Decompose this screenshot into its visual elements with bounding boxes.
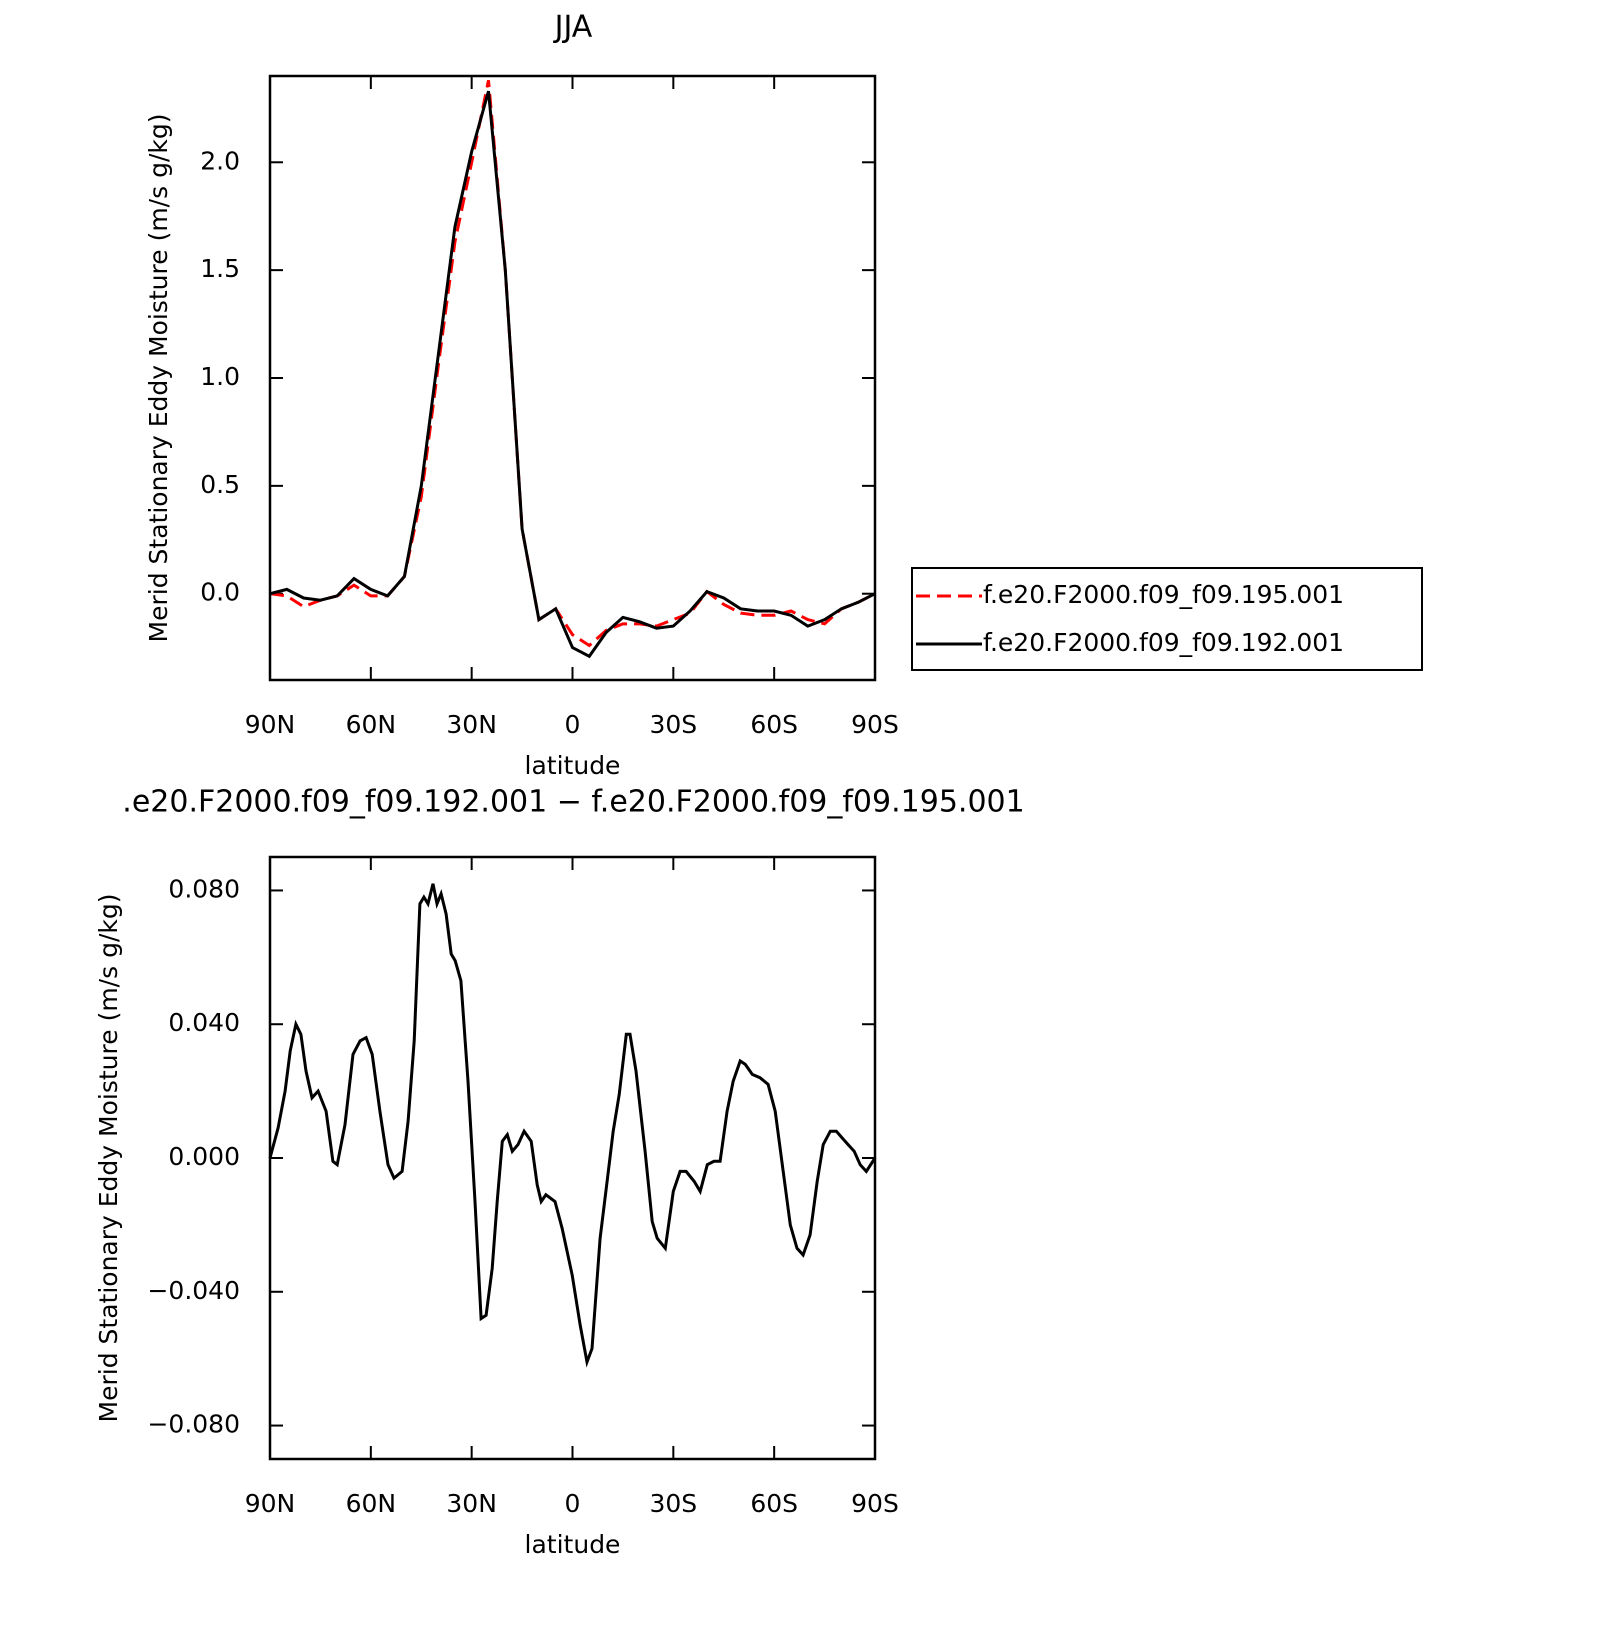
plot-frame bbox=[268, 855, 877, 1461]
x-tick-label: 30N bbox=[446, 1489, 497, 1518]
x-tick-label: 30N bbox=[446, 710, 497, 739]
legend-label: f.e20.F2000.f09_f09.192.001 bbox=[983, 628, 1344, 657]
data-line bbox=[268, 883, 877, 1368]
y-tick-label: 0.080 bbox=[168, 874, 240, 903]
plot-frame bbox=[268, 74, 877, 682]
x-axis-label: latitude bbox=[525, 751, 621, 780]
x-tick-label: 0 bbox=[565, 1489, 581, 1518]
data-line bbox=[269, 79, 876, 648]
x-tick-label: 60S bbox=[750, 1489, 798, 1518]
y-axis-label: Merid Stationary Eddy Moisture (m/s g/kg… bbox=[144, 114, 173, 643]
y-tick-label: 1.5 bbox=[200, 254, 240, 283]
y-tick-label: 2.0 bbox=[200, 146, 240, 175]
x-tick-label: 60S bbox=[750, 710, 798, 739]
y-tick-label: 0.5 bbox=[200, 470, 240, 499]
x-tick-label: 60N bbox=[346, 1489, 397, 1518]
x-tick-label: 60N bbox=[346, 710, 397, 739]
chart-title: JJA bbox=[553, 10, 593, 45]
y-tick-label: 0.040 bbox=[168, 1008, 240, 1037]
x-tick-label: 90N bbox=[245, 1489, 296, 1518]
y-tick-label: −0.080 bbox=[147, 1410, 240, 1439]
y-tick-label: 0.000 bbox=[168, 1142, 240, 1171]
x-tick-label: 90S bbox=[851, 1489, 899, 1518]
data-line bbox=[269, 90, 876, 659]
chart-title: .e20.F2000.f09_f09.192.001 − f.e20.F2000… bbox=[122, 785, 1024, 820]
x-tick-label: 30S bbox=[649, 710, 697, 739]
y-tick-label: 1.0 bbox=[200, 362, 240, 391]
y-axis-label: Merid Stationary Eddy Moisture (m/s g/kg… bbox=[94, 894, 123, 1423]
x-tick-label: 90S bbox=[851, 710, 899, 739]
x-tick-label: 90N bbox=[245, 710, 296, 739]
x-tick-label: 30S bbox=[649, 1489, 697, 1518]
legend-box bbox=[911, 567, 1423, 671]
x-tick-label: 0 bbox=[565, 710, 581, 739]
legend-label: f.e20.F2000.f09_f09.195.001 bbox=[983, 580, 1344, 609]
x-axis-label: latitude bbox=[525, 1530, 621, 1559]
y-tick-label: 0.0 bbox=[200, 578, 240, 607]
y-tick-label: −0.040 bbox=[147, 1276, 240, 1305]
